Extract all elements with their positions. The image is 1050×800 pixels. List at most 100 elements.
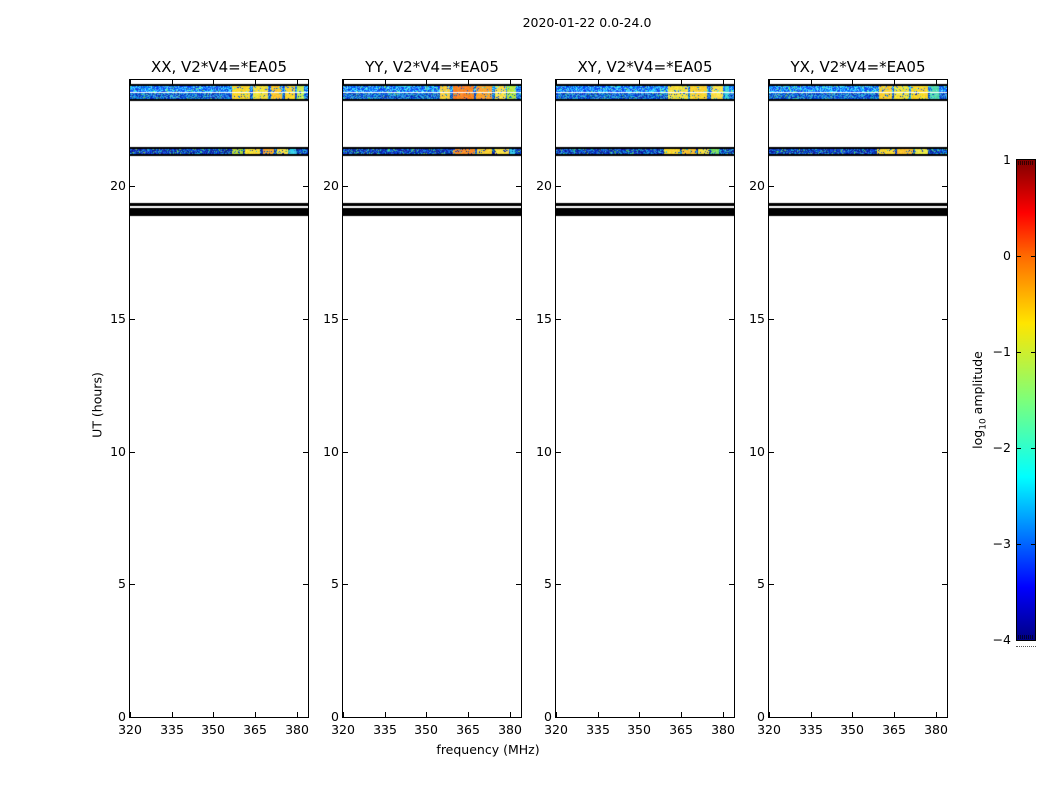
y-tick — [769, 319, 774, 320]
y-tick — [556, 452, 561, 453]
y-tick — [769, 452, 774, 453]
colorbar-minor-tick — [1020, 161, 1021, 165]
panel-title-yx: YX, V2*V4=*EA05 — [790, 58, 926, 76]
colorbar-tick-label: −1 — [992, 344, 1011, 359]
y-tick-label: 0 — [544, 709, 552, 724]
x-tick-label: 380 — [711, 722, 735, 737]
y-tick — [729, 452, 734, 453]
x-tick — [297, 712, 298, 717]
colorbar-label: log10 amplitude — [969, 351, 989, 449]
y-tick — [769, 584, 774, 585]
y-tick-label: 20 — [110, 178, 126, 193]
colorbar-minor-tick — [1020, 635, 1021, 639]
colorbar-minor-tick — [1028, 161, 1029, 165]
x-tick — [130, 712, 131, 717]
x-tick — [894, 712, 895, 717]
colorbar-tick — [1031, 256, 1035, 257]
colorbar-extend-dots — [1016, 646, 1036, 647]
y-tick — [769, 186, 774, 187]
y-tick — [942, 452, 947, 453]
x-tick-label: 380 — [498, 722, 522, 737]
x-tick — [556, 80, 557, 85]
colorbar-tick — [1017, 544, 1021, 545]
y-tick — [130, 186, 135, 187]
x-tick — [681, 712, 682, 717]
colorbar-minor-tick — [1026, 161, 1027, 165]
y-tick — [942, 717, 947, 718]
colorbar-tick — [1017, 256, 1021, 257]
x-tick — [936, 80, 937, 85]
colorbar-tick-label: −4 — [992, 632, 1011, 647]
heatmap-canvas-yy — [343, 80, 521, 717]
x-tick — [343, 712, 344, 717]
x-tick-label: 320 — [331, 722, 355, 737]
colorbar-minor-tick — [1026, 635, 1027, 639]
colorbar-minor-tick — [1018, 635, 1019, 639]
y-tick — [343, 452, 348, 453]
x-tick — [639, 712, 640, 717]
panel-title-yy: YY, V2*V4=*EA05 — [365, 58, 499, 76]
panel-xx — [129, 79, 309, 718]
x-tick — [213, 80, 214, 85]
x-tick — [297, 80, 298, 85]
colorbar-minor-tick — [1032, 635, 1033, 639]
x-tick — [468, 712, 469, 717]
x-tick — [769, 712, 770, 717]
x-tick — [723, 80, 724, 85]
x-tick — [811, 80, 812, 85]
y-tick — [130, 717, 135, 718]
y-tick-label: 20 — [749, 178, 765, 193]
x-tick-label: 320 — [757, 722, 781, 737]
y-tick — [729, 584, 734, 585]
x-tick — [769, 80, 770, 85]
y-tick-label: 5 — [118, 576, 126, 591]
x-tick-label: 380 — [924, 722, 948, 737]
x-tick — [130, 80, 131, 85]
x-tick — [172, 712, 173, 717]
x-tick — [852, 712, 853, 717]
y-tick — [516, 584, 521, 585]
y-tick — [516, 452, 521, 453]
x-tick-label: 365 — [882, 722, 906, 737]
x-tick — [468, 80, 469, 85]
y-tick — [556, 186, 561, 187]
colorbar-minor-tick — [1022, 161, 1023, 165]
x-tick — [936, 712, 937, 717]
y-tick-label: 10 — [110, 444, 126, 459]
heatmap-canvas-yx — [769, 80, 947, 717]
colorbar-tick — [1017, 352, 1021, 353]
y-tick — [303, 186, 308, 187]
y-tick — [516, 319, 521, 320]
x-tick — [598, 712, 599, 717]
y-tick — [130, 584, 135, 585]
x-tick-label: 380 — [285, 722, 309, 737]
y-tick — [303, 452, 308, 453]
panel-title-xy: XY, V2*V4=*EA05 — [577, 58, 713, 76]
y-tick — [942, 186, 947, 187]
y-tick-label: 0 — [118, 709, 126, 724]
y-axis-label: UT (hours) — [89, 372, 105, 438]
x-tick-label: 335 — [373, 722, 397, 737]
x-tick-label: 335 — [586, 722, 610, 737]
panel-title-xx: XX, V2*V4=*EA05 — [150, 58, 288, 76]
panel-xy — [555, 79, 735, 718]
y-tick — [729, 319, 734, 320]
x-tick — [385, 80, 386, 85]
x-tick-label: 350 — [201, 722, 225, 737]
x-tick — [639, 80, 640, 85]
y-tick-label: 0 — [757, 709, 765, 724]
y-tick — [769, 717, 774, 718]
y-tick — [556, 584, 561, 585]
y-tick — [343, 584, 348, 585]
y-tick — [729, 717, 734, 718]
x-tick-label: 335 — [160, 722, 184, 737]
colorbar-minor-tick — [1032, 161, 1033, 165]
y-tick — [942, 584, 947, 585]
x-tick-label: 335 — [799, 722, 823, 737]
x-tick — [255, 80, 256, 85]
y-tick — [303, 717, 308, 718]
colorbar — [1016, 159, 1036, 641]
y-tick-label: 5 — [757, 576, 765, 591]
x-tick — [426, 712, 427, 717]
